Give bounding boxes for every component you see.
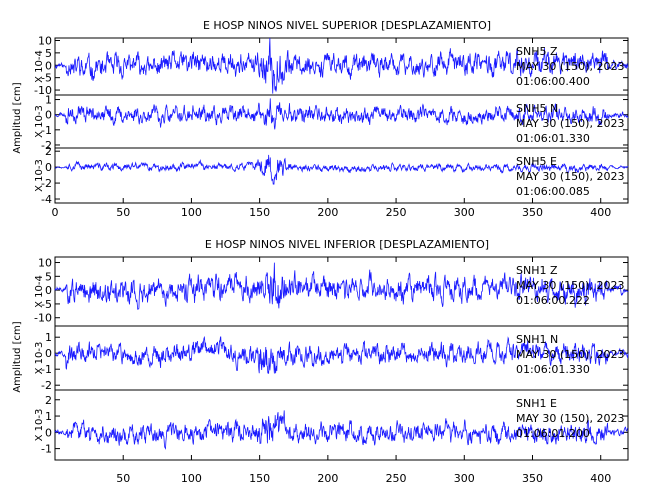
station-annotation: SNH1 N — [516, 333, 558, 346]
y-tick-label: -2 — [41, 139, 52, 152]
y-tick-label: 0 — [45, 109, 52, 122]
scale-label: X 10-4 — [34, 275, 45, 308]
y-tick-label: 2 — [45, 145, 52, 158]
x-tick-label: 150 — [249, 472, 270, 485]
y-tick-label: -5 — [41, 298, 52, 311]
x-tick-label: 400 — [590, 472, 611, 485]
y-axis-label: Amplitud [cm] — [12, 82, 23, 153]
panel-e: 2 1 0 -1X 10-3 SNH1 E MAY 30 (150), 2023 01:06… — [34, 389, 629, 461]
station-annotation: MAY 30 (150), 2023 — [516, 117, 624, 130]
y-tick-label: 2 — [45, 394, 52, 407]
station-annotation: SNH1 E — [516, 397, 557, 410]
y-tick-label: 10 — [38, 34, 52, 47]
panel-e: 2 0 -2 -4X 10-3 SNH5 E MAY 30 (150), 2023 01:0… — [34, 145, 629, 206]
chart-nivel-inferior: E HOSP NINOS NIVEL INFERIOR [DESPLAZAMIE… — [12, 238, 629, 485]
y-tick-label: 5 — [45, 270, 52, 283]
x-tick-label: 200 — [317, 472, 338, 485]
station-annotation: SNH1 Z — [516, 264, 558, 277]
scale-label: X 10-3 — [34, 159, 45, 192]
x-tick-label: 0 — [52, 206, 59, 219]
y-tick-label: 0 — [45, 284, 52, 297]
station-annotation: MAY 30 (150), 2023 — [516, 170, 624, 183]
y-tick-label: -4 — [41, 193, 52, 206]
y-tick-label: 0 — [45, 347, 52, 360]
panel-frame — [54, 389, 629, 461]
station-annotation: 01:06:00.222 — [516, 294, 590, 307]
station-annotation: 01:06:01.200 — [516, 427, 590, 440]
waveform-trace — [54, 98, 629, 130]
panel-frame — [54, 147, 629, 204]
y-tick-label: 0 — [45, 426, 52, 439]
y-tick-label: -10 — [34, 312, 52, 325]
scale-label: X 10-4 — [34, 50, 45, 83]
y-tick-label: 10 — [38, 257, 52, 270]
x-tick-label: 300 — [454, 206, 475, 219]
y-axis-label: Amplitud [cm] — [12, 321, 23, 392]
y-tick-label: 1 — [45, 94, 52, 107]
y-tick-label: -2 — [41, 379, 52, 392]
x-tick-label: 400 — [590, 206, 611, 219]
y-tick-label: -10 — [34, 84, 52, 97]
x-tick-label: 50 — [116, 206, 130, 219]
panel-n: 1 0 -1 -2 X 10-3 SNH1 N MAY 30 (150), 2023 01:0… — [34, 325, 629, 392]
x-tick-label: 350 — [522, 472, 543, 485]
station-annotation: 01:06:01.330 — [516, 132, 590, 145]
waveform-trace — [54, 262, 629, 310]
x-tick-label: 50 — [116, 472, 130, 485]
station-annotation: SNH5 Z — [516, 45, 558, 58]
panel-n: 1 0 -1 -2X 10-3 SNH5 N MAY 30 (150), 2023 01:0… — [34, 94, 629, 152]
x-tick-label: 300 — [454, 472, 475, 485]
y-tick-label: -2 — [41, 177, 52, 190]
waveform-trace — [54, 37, 629, 94]
station-annotation: 01:06:01.330 — [516, 363, 590, 376]
x-tick-label: 150 — [249, 206, 270, 219]
y-tick-label: 1 — [45, 331, 52, 344]
y-tick-label: -1 — [41, 124, 52, 137]
station-annotation: 01:06:00.085 — [516, 185, 590, 198]
waveform-trace — [54, 335, 629, 374]
scale-label: X 10-3 — [34, 409, 45, 442]
y-tick-label: -1 — [41, 363, 52, 376]
chart-nivel-superior: E HOSP NINOS NIVEL SUPERIOR [DESPLAZAMIE… — [12, 19, 629, 219]
chart-title: E HOSP NINOS NIVEL INFERIOR [DESPLAZAMIE… — [205, 238, 489, 251]
chart-title: E HOSP NINOS NIVEL SUPERIOR [DESPLAZAMIE… — [203, 19, 491, 32]
x-tick-label: 350 — [522, 206, 543, 219]
scale-label: X 10-3 — [34, 342, 45, 375]
y-tick-label: -5 — [41, 72, 52, 85]
station-annotation: MAY 30 (150), 2023 — [516, 279, 624, 292]
waveform-trace — [54, 154, 629, 185]
station-annotation: 01:06:00.400 — [516, 75, 590, 88]
scale-label: X 10-3 — [34, 105, 45, 138]
waveform-trace — [54, 410, 629, 450]
station-annotation: MAY 30 (150), 2023 — [516, 412, 624, 425]
x-tick-label: 100 — [181, 472, 202, 485]
y-tick-label: 0 — [45, 59, 52, 72]
x-tick-label: 250 — [386, 206, 407, 219]
x-tick-label: 100 — [181, 206, 202, 219]
x-tick-label: 250 — [386, 472, 407, 485]
x-tick-label: 200 — [317, 206, 338, 219]
y-tick-label: 5 — [45, 47, 52, 60]
station-annotation: MAY 30 (150), 2023 — [516, 348, 624, 361]
station-annotation: SNH5 N — [516, 102, 558, 115]
y-tick-label: 0 — [45, 161, 52, 174]
station-annotation: MAY 30 (150), 2023 — [516, 60, 624, 73]
y-tick-label: -1 — [41, 443, 52, 456]
y-tick-label: 1 — [45, 410, 52, 423]
station-annotation: SNH5 E — [516, 155, 557, 168]
